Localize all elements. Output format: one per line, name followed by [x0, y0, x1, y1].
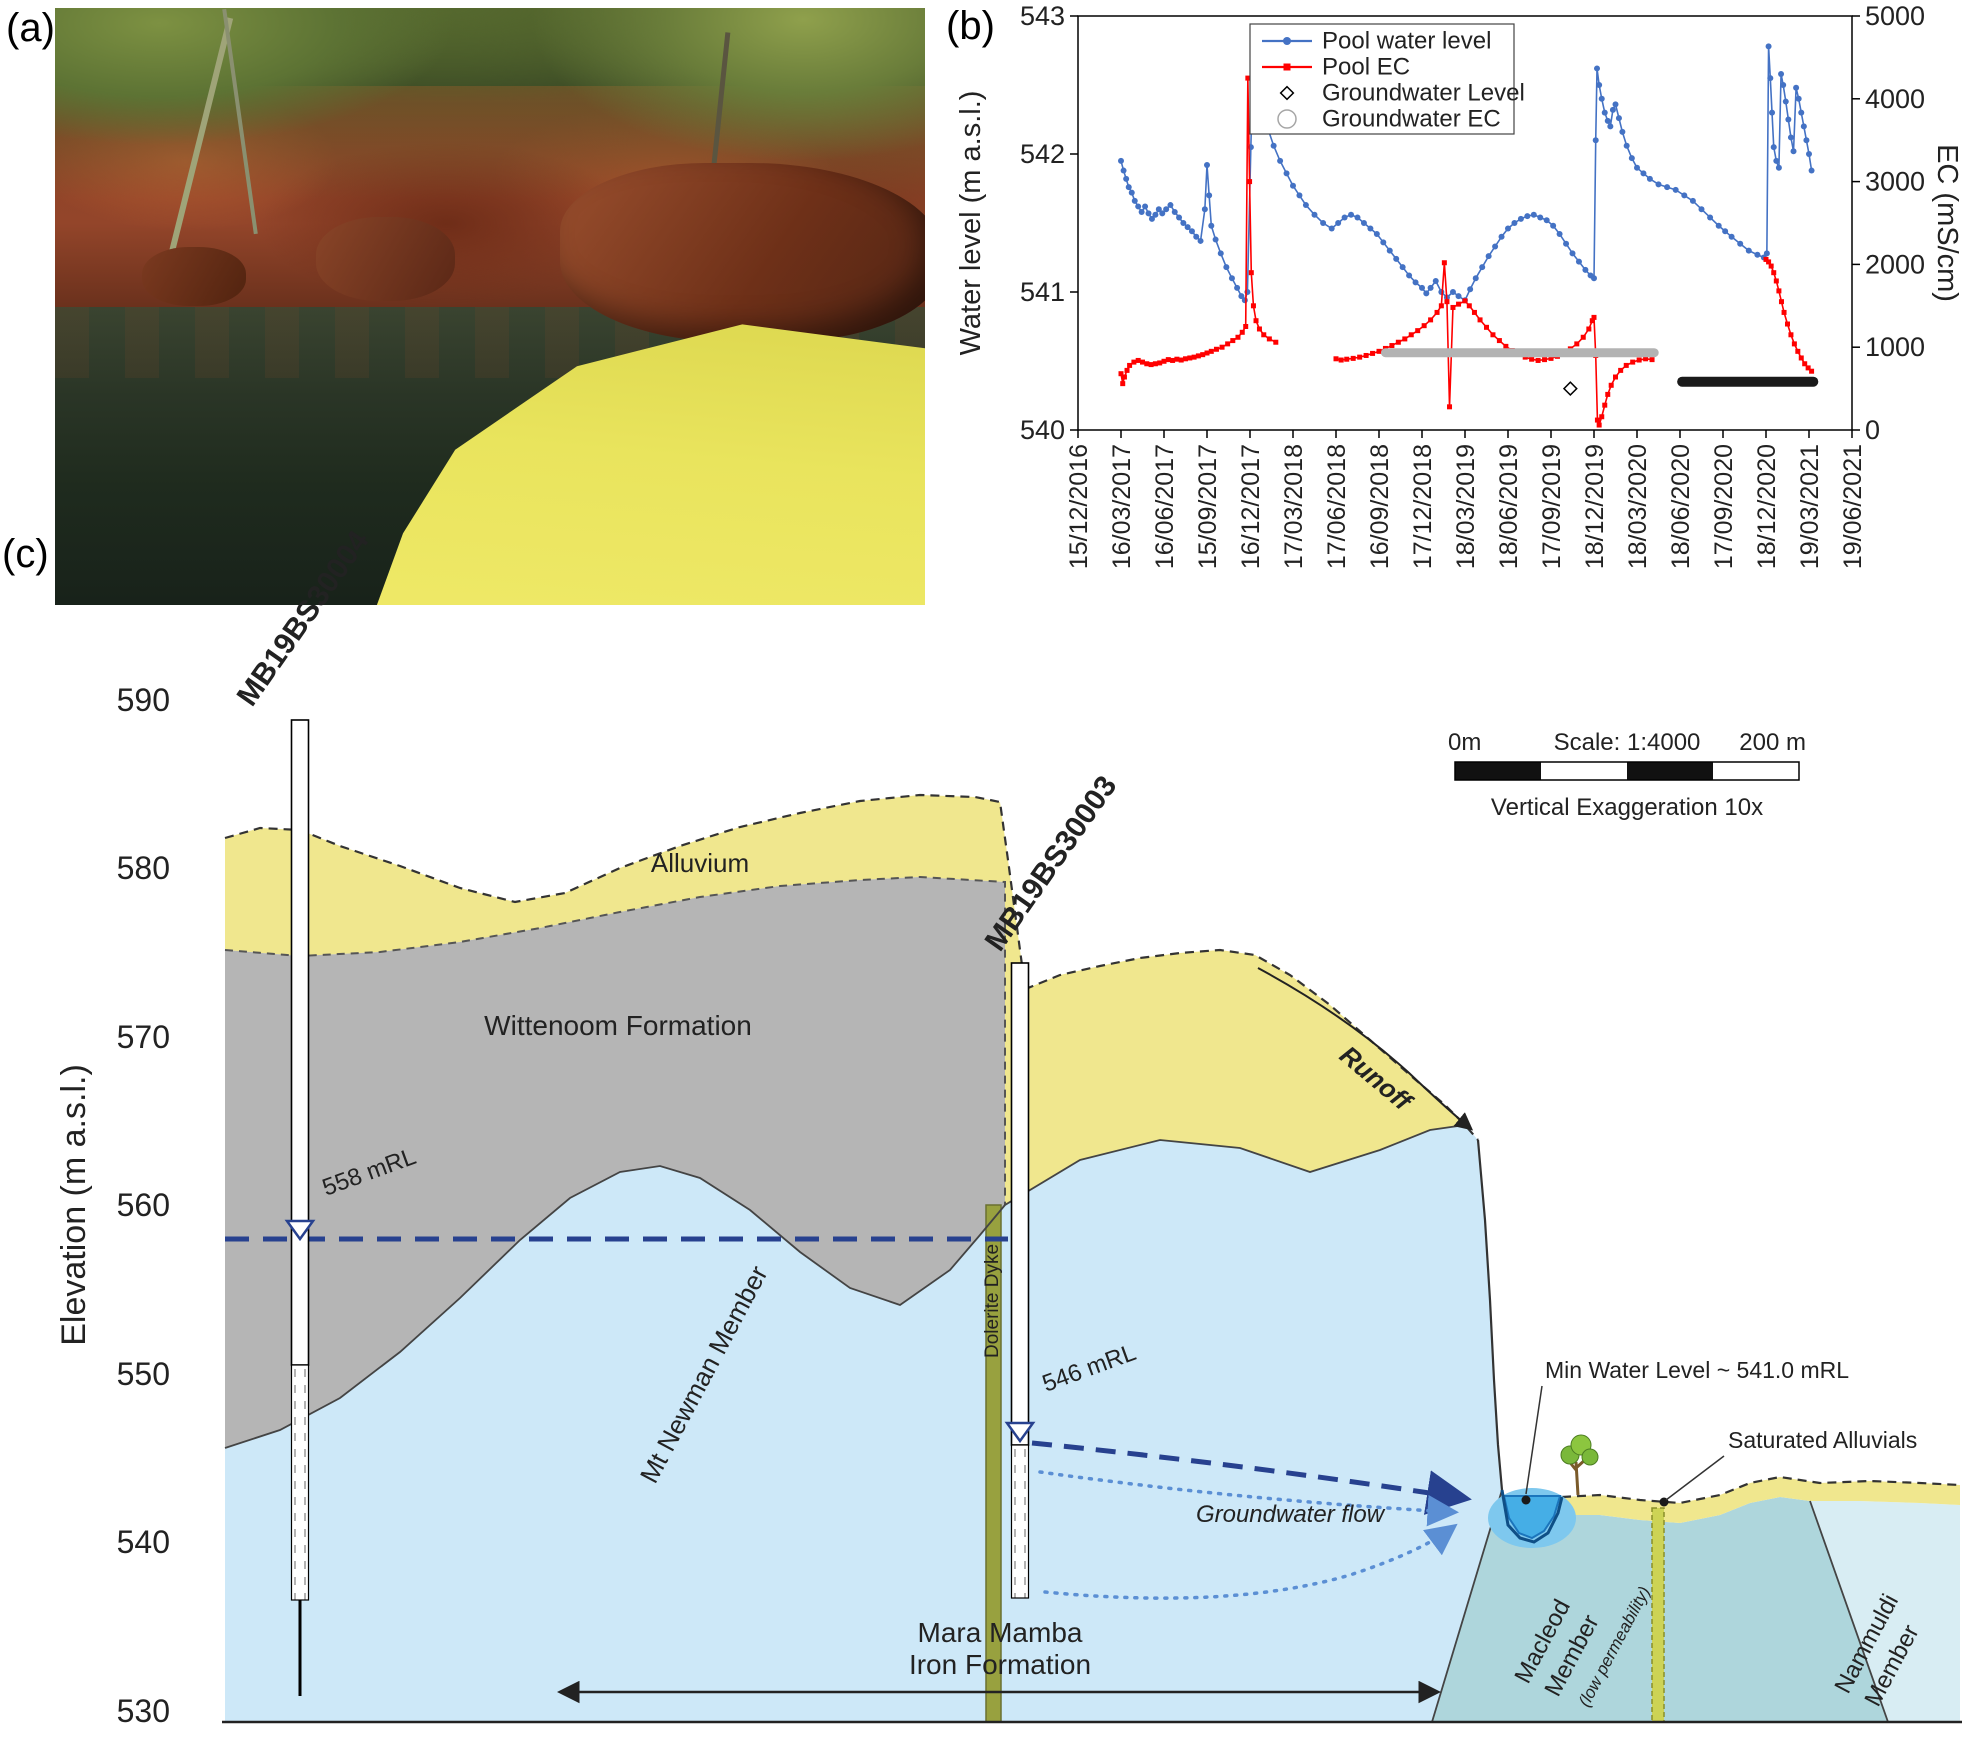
- cross-section-panel: Elevation (m a.s.l.) 590 580 570 560 550…: [0, 470, 1972, 1745]
- vertical-exaggeration-label: Vertical Exaggeration 10x: [1491, 794, 1763, 821]
- mara-mamba-label-2: Iron Formation: [909, 1649, 1091, 1680]
- elev-tick: 580: [117, 850, 170, 886]
- svg-text:543: 543: [1020, 1, 1065, 31]
- groundwater-dotted-arrow-lower: [1043, 1523, 1458, 1600]
- scale-bar-seg3: [1627, 762, 1713, 780]
- groundwater-flow-label: Groundwater flow: [1196, 1501, 1386, 1528]
- wittenoom-label: Wittenoom Formation: [484, 1010, 752, 1041]
- svg-text:0: 0: [1865, 415, 1880, 445]
- svg-text:18/12/2020: 18/12/2020: [1753, 444, 1781, 569]
- panel-b-label: (b): [946, 4, 995, 48]
- water-level-triangle-546: [1004, 1421, 1036, 1444]
- bore-casing-mb19bs30004: [290, 719, 310, 1366]
- elev-tick: 530: [117, 1693, 170, 1729]
- elev-tick: 550: [117, 1356, 170, 1392]
- svg-text:19/06/2021: 19/06/2021: [1839, 444, 1867, 569]
- tree-foliage: [1581, 1448, 1599, 1466]
- svg-text:3000: 3000: [1865, 167, 1925, 197]
- svg-text:1000: 1000: [1865, 332, 1925, 362]
- svg-text:15/12/2016: 15/12/2016: [1065, 444, 1093, 569]
- pool-chart: 540 541 542 543 0 1000 2000 3000 4000 5000 15/12/2…: [955, 1, 1963, 569]
- min-water-level-label: Min Water Level ~ 541.0 mRL: [1545, 1357, 1849, 1383]
- svg-text:Pool EC: Pool EC: [1322, 54, 1410, 81]
- right-dyke: [1651, 1507, 1665, 1723]
- svg-text:Water level (m a.s.l.): Water level (m a.s.l.): [955, 91, 987, 356]
- svg-text:16/12/2017: 16/12/2017: [1237, 444, 1265, 569]
- svg-text:17/03/2018: 17/03/2018: [1280, 444, 1308, 569]
- macleod-left-boundary: [1431, 1489, 1503, 1723]
- scale-bar-seg2: [1541, 762, 1627, 780]
- svg-text:17/12/2018: 17/12/2018: [1409, 444, 1437, 569]
- svg-text:4000: 4000: [1865, 84, 1925, 114]
- photo-boulder: [316, 216, 456, 301]
- macleod-nammuldi-fault: [1809, 1500, 1889, 1723]
- svg-text:19/03/2021: 19/03/2021: [1796, 444, 1824, 569]
- alluvium-label: Alluvium: [651, 848, 749, 878]
- panel-c-label: (c): [2, 532, 49, 576]
- svg-text:5000: 5000: [1865, 1, 1925, 31]
- svg-text:541: 541: [1020, 277, 1065, 307]
- svg-text:18/03/2020: 18/03/2020: [1624, 444, 1652, 569]
- svg-text:EC (mS/cm): EC (mS/cm): [1931, 144, 1963, 302]
- scale-title: Scale: 1:4000: [1554, 729, 1701, 756]
- svg-text:15/09/2017: 15/09/2017: [1194, 444, 1222, 569]
- svg-text:Groundwater Level: Groundwater Level: [1322, 80, 1525, 107]
- svg-text:17/06/2018: 17/06/2018: [1323, 444, 1351, 569]
- bore1-label: MB19BS30004: [231, 525, 376, 712]
- svg-text:18/03/2019: 18/03/2019: [1452, 444, 1480, 569]
- water-level-triangle-558: [284, 1219, 316, 1242]
- pool-photo: [55, 8, 925, 605]
- cross-section: Elevation (m a.s.l.) 590 580 570 560 550…: [55, 525, 1962, 1729]
- geology-mt-newman: [225, 1125, 1502, 1722]
- runoff-arrow: [1257, 967, 1474, 1131]
- mara-mamba-label-1: Mara Mamba: [918, 1617, 1083, 1648]
- saturated-alluvials-label: Saturated Alluvials: [1728, 1427, 1917, 1453]
- svg-text:2000: 2000: [1865, 249, 1925, 279]
- elevation-axis-title: Elevation (m a.s.l.): [55, 1064, 93, 1346]
- svg-text:16/09/2018: 16/09/2018: [1366, 444, 1394, 569]
- elev-tick: 560: [117, 1187, 170, 1223]
- svg-text:17/09/2019: 17/09/2019: [1538, 444, 1566, 569]
- svg-text:16/03/2017: 16/03/2017: [1108, 444, 1136, 569]
- scale-bar-seg1: [1455, 762, 1541, 780]
- pool-water: [1502, 1495, 1562, 1540]
- min-water-level-dot: [1521, 1495, 1531, 1505]
- bore-casing-mb19bs30003: [1010, 962, 1030, 1446]
- scale-bar-frame: [1454, 761, 1800, 781]
- svg-text:542: 542: [1020, 139, 1065, 169]
- svg-text:Pool water level: Pool water level: [1322, 28, 1491, 55]
- alluvium-base-line: [224, 875, 1006, 1205]
- scale-bar-seg4: [1713, 762, 1799, 780]
- panel-a-label: (a): [6, 6, 55, 50]
- bore-screen-mb19bs30003: [1010, 1444, 1030, 1599]
- svg-text:16/06/2017: 16/06/2017: [1151, 444, 1179, 569]
- cliff-line: [1476, 1139, 1504, 1491]
- min-water-level-leader: [1525, 1385, 1543, 1495]
- elev-tick: 540: [117, 1524, 170, 1560]
- elev-tick: 570: [117, 1019, 170, 1055]
- saturated-alluvials-leader: [1665, 1455, 1725, 1501]
- svg-text:18/12/2019: 18/12/2019: [1581, 444, 1609, 569]
- svg-text:18/06/2020: 18/06/2020: [1667, 444, 1695, 569]
- svg-text:17/09/2020: 17/09/2020: [1710, 444, 1738, 569]
- photo-boulder: [559, 163, 925, 343]
- svg-text:540: 540: [1020, 415, 1065, 445]
- scale-zero-label: 0m: [1448, 729, 1481, 756]
- geology-wittenoom: [225, 877, 1005, 1448]
- dolerite-dyke-label: Dolerite Dyke: [982, 1244, 1003, 1358]
- mt-newman-top-line: [224, 1124, 1466, 1449]
- svg-text:18/06/2019: 18/06/2019: [1495, 444, 1523, 569]
- ground-surface-line: [224, 793, 1479, 1141]
- pool-basin-outline: [1500, 1489, 1564, 1544]
- geology-nammuldi: [1810, 1501, 1960, 1722]
- bore-screen-mb19bs30004: [290, 1364, 310, 1601]
- scale-200-label: 200 m: [1739, 729, 1806, 756]
- photo-boulder: [142, 246, 247, 307]
- pool-chart-panel: 540 541 542 543 0 1000 2000 3000 4000 5000 15/12/2…: [940, 0, 1972, 612]
- geology-alluvium: [225, 795, 1478, 1205]
- elev-tick: 590: [117, 682, 170, 718]
- right-surface-line: [1561, 1475, 1961, 1505]
- svg-text:Groundwater EC: Groundwater EC: [1322, 106, 1501, 133]
